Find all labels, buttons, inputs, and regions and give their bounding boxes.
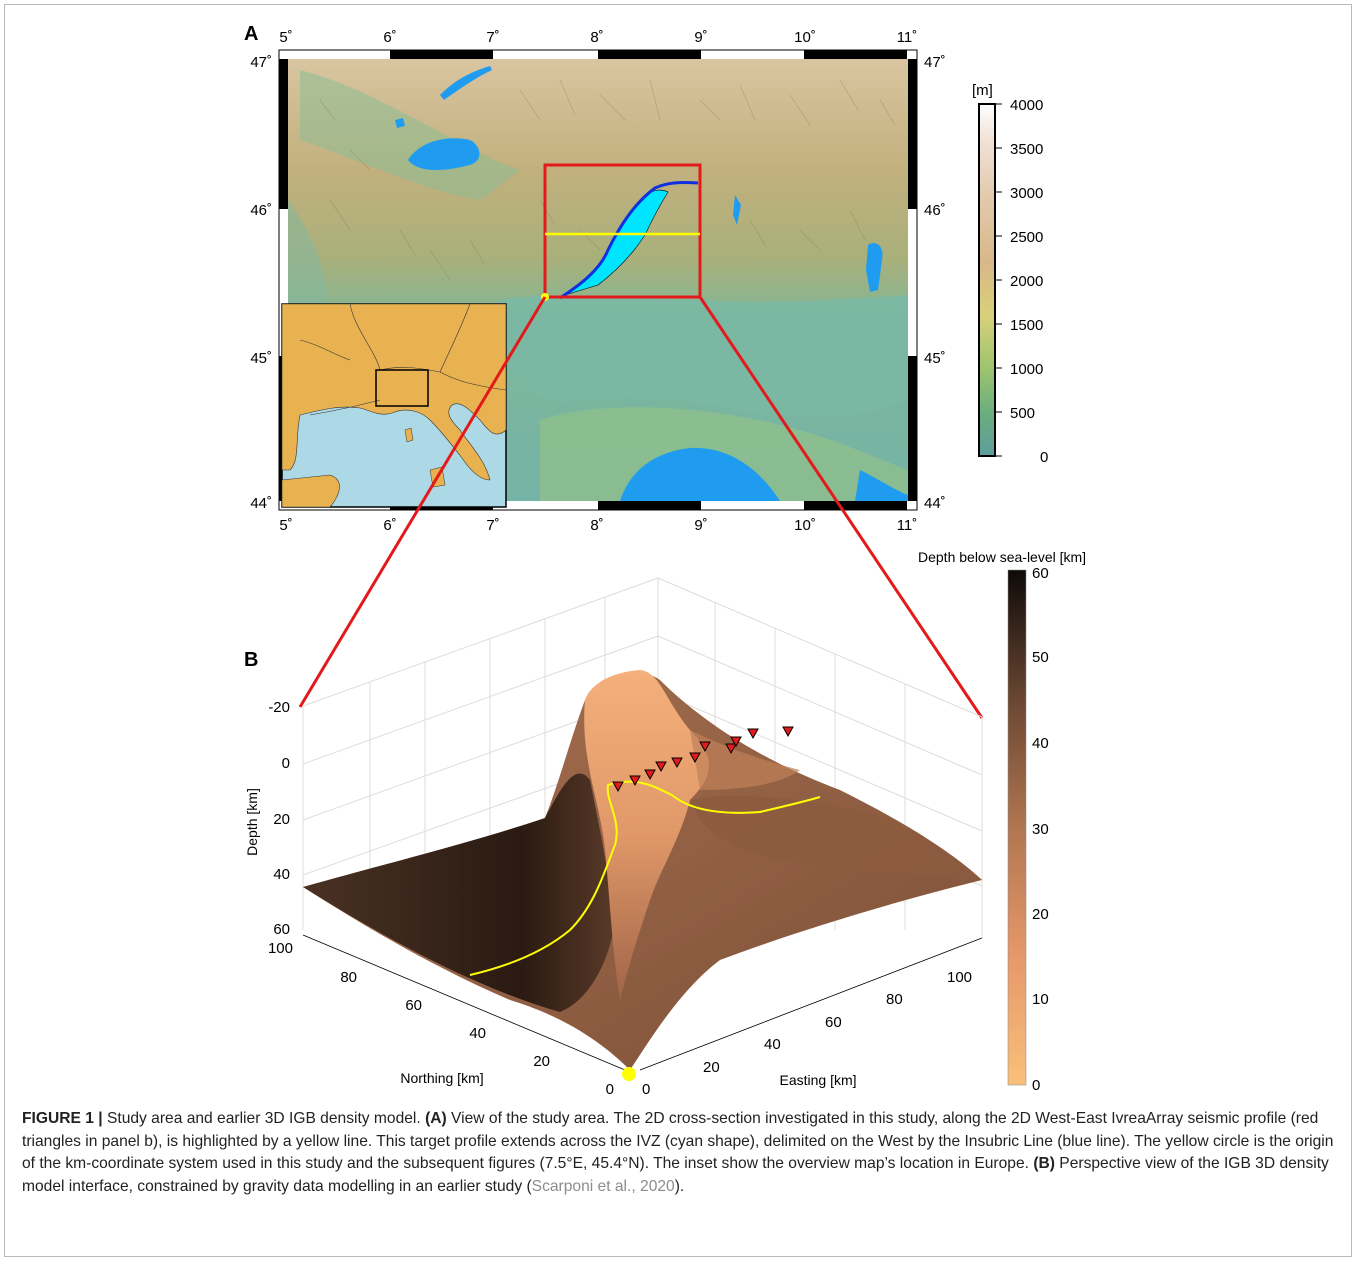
svg-text:10: 10 [1032,991,1049,1008]
svg-text:20: 20 [703,1059,720,1076]
station-marker [612,781,624,793]
elevation-colorbar: [m] 4000 3500 3000 2500 2000 1500 1000 5… [972,82,1048,466]
svg-text:Northing [km]: Northing [km] [400,1070,483,1086]
figure-frame [4,4,1352,1257]
svg-text:40: 40 [1032,735,1049,752]
svg-text:40: 40 [273,866,290,883]
figure-label: FIGURE 1 | [22,1110,103,1127]
svg-text:30: 30 [1032,821,1049,838]
station-marker [644,769,656,781]
svg-text:20: 20 [533,1053,550,1070]
svg-text:100: 100 [268,940,293,957]
svg-text:100: 100 [947,969,972,986]
lon-ticks-top: 5˚ 6˚ 7˚ 8˚ 9˚ 10˚ 11˚ [279,29,917,46]
citation-link[interactable]: Scarponi et al., 2020 [531,1177,675,1195]
station-marker [671,757,683,769]
svg-text:40: 40 [764,1036,781,1053]
depth-colorbar: Depth below sea-level [km] 60 50 40 30 2… [918,549,1086,1094]
svg-text:-20: -20 [268,699,290,716]
svg-text:60: 60 [825,1014,842,1031]
svg-text:2000: 2000 [1010,273,1043,290]
svg-text:1500: 1500 [1010,317,1043,334]
station-marker [689,752,701,764]
svg-text:80: 80 [886,991,903,1008]
depth-axis: -20 0 20 40 60 Depth [km] [244,699,290,938]
svg-text:7˚: 7˚ [486,517,499,534]
svg-text:50: 50 [1032,649,1049,666]
svg-text:20: 20 [1032,906,1049,923]
svg-text:5˚: 5˚ [279,29,292,46]
svg-text:6˚: 6˚ [383,29,396,46]
svg-text:9˚: 9˚ [694,517,707,534]
insubric-line [559,181,699,300]
station-marker [629,775,641,787]
svg-text:60: 60 [405,997,422,1014]
svg-text:0: 0 [1040,449,1048,466]
svg-text:5˚: 5˚ [279,517,292,534]
station-marker [655,761,667,773]
svg-text:10˚: 10˚ [794,29,816,46]
depth-colorbar-title: Depth below sea-level [km] [918,549,1086,565]
svg-text:11˚: 11˚ [897,517,918,534]
svg-text:8˚: 8˚ [590,517,603,534]
europe-inset-map [281,303,507,508]
svg-text:47˚: 47˚ [924,54,946,71]
svg-text:44˚: 44˚ [924,495,946,512]
lat-ticks-right: 47˚ 46˚ 45˚ 44˚ [924,54,946,512]
station-marker [725,743,737,755]
svg-text:40: 40 [469,1025,486,1042]
svg-text:0: 0 [1032,1077,1040,1094]
origin-marker [622,1067,636,1081]
svg-text:11˚: 11˚ [897,29,918,46]
svg-text:2500: 2500 [1010,229,1043,246]
svg-text:3000: 3000 [1010,185,1043,202]
elevation-unit: [m] [972,82,993,99]
station-marker [699,741,711,753]
svg-text:44˚: 44˚ [250,495,272,512]
panel-a-label: A [244,23,258,45]
northing-axis: 100 80 60 40 20 0 Northing [km] [268,940,614,1098]
svg-text:45˚: 45˚ [250,350,272,367]
station-marker [730,736,742,748]
svg-text:0: 0 [642,1081,650,1098]
svg-text:46˚: 46˚ [250,202,272,219]
svg-text:6˚: 6˚ [383,517,396,534]
svg-text:60: 60 [273,921,290,938]
svg-text:0: 0 [282,755,290,772]
svg-text:500: 500 [1010,405,1035,422]
station-marker [782,726,794,738]
zoom-line-left [298,296,547,708]
svg-text:60: 60 [1032,565,1049,582]
svg-text:47˚: 47˚ [250,54,272,71]
3d-axes-base [302,934,983,1071]
svg-text:Easting [km]: Easting [km] [779,1072,856,1088]
figure-graphics: A [244,23,1086,1098]
svg-text:4000: 4000 [1010,97,1043,114]
svg-text:8˚: 8˚ [590,29,603,46]
svg-text:1000: 1000 [1010,361,1043,378]
profile-trace [469,780,821,976]
figure-caption: FIGURE 1 | Study area and earlier 3D IGB… [22,1110,1334,1195]
panel-b-label: B [244,649,258,671]
svg-text:7˚: 7˚ [486,29,499,46]
easting-axis: 0 20 40 60 80 100 Easting [km] [642,969,972,1098]
seismic-stations [612,726,794,793]
svg-text:20: 20 [273,811,290,828]
svg-text:45˚: 45˚ [924,350,946,367]
svg-text:80: 80 [340,969,357,986]
svg-text:0: 0 [606,1081,614,1098]
svg-text:9˚: 9˚ [694,29,707,46]
zoom-line-right [698,296,984,719]
svg-text:Depth [km]: Depth [km] [244,788,260,856]
svg-text:10˚: 10˚ [794,517,816,534]
svg-text:46˚: 46˚ [924,202,946,219]
lat-ticks-left: 47˚ 46˚ 45˚ 44˚ [250,54,272,512]
lon-ticks-bottom: 5˚ 6˚ 7˚ 8˚ 9˚ 10˚ 11˚ [279,517,917,534]
station-marker [747,728,759,740]
svg-text:3500: 3500 [1010,141,1043,158]
study-area-box [543,163,702,299]
